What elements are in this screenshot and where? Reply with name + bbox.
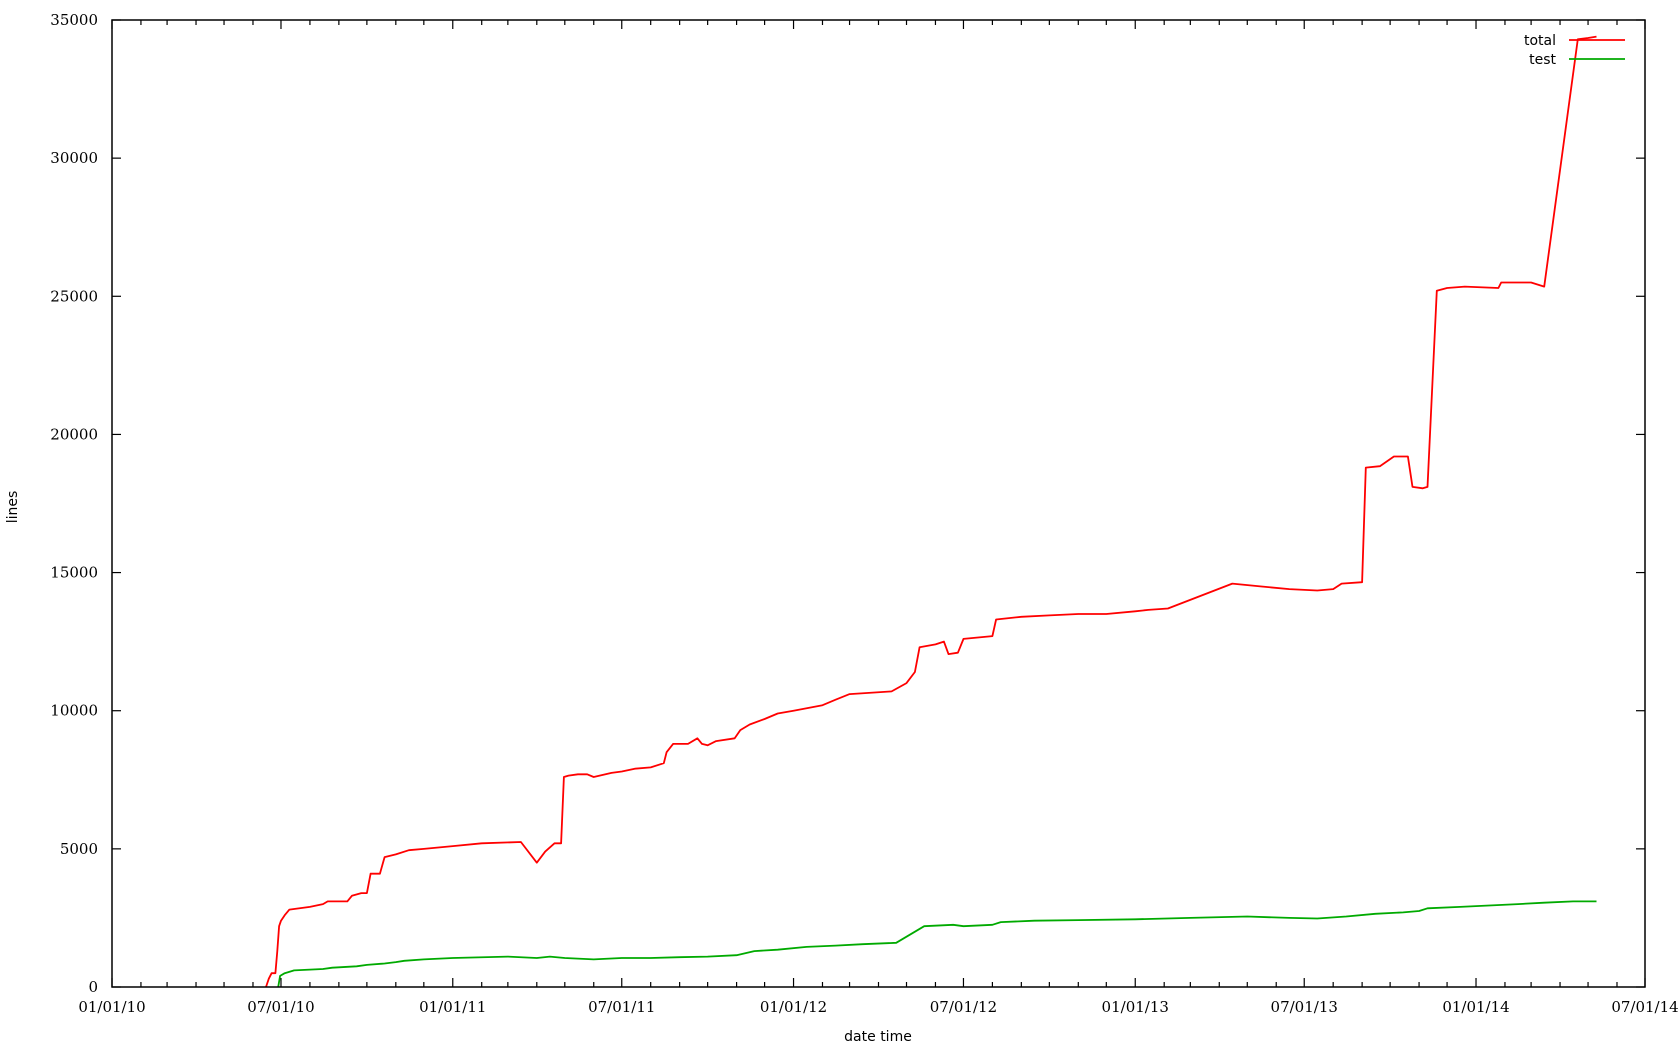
y-tick-labels: 0 5000 10000 15000 20000 25000 30000 35000 [50,11,98,996]
y-tick-label: 35000 [50,11,98,29]
legend: total test [1524,33,1625,68]
x-tick-label: 07/01/14 [1611,998,1678,1016]
x-tick-label: 01/01/10 [78,998,145,1016]
x-tick-label: 07/01/11 [588,998,655,1016]
y-tick-label: 0 [88,978,98,996]
y-tick-label: 25000 [50,287,98,305]
y-axis-title: lines [5,491,21,524]
x-tick-label: 01/01/11 [419,998,486,1016]
series-line-test [277,900,1597,988]
legend-label-total: total [1524,33,1556,49]
x-tick-label: 07/01/10 [247,998,314,1016]
y-tick-label: 15000 [50,564,98,582]
axis-ticks [111,19,1646,988]
x-tick-label: 01/01/14 [1442,998,1509,1016]
x-tick-label: 01/01/13 [1102,998,1169,1016]
x-tick-labels: 01/01/10 07/01/10 01/01/11 07/01/11 01/01/12… [78,998,1678,1016]
x-tick-label: 01/01/12 [760,998,827,1016]
plot-frame [111,19,1646,988]
y-tick-label: 30000 [50,149,98,167]
y-tick-label: 10000 [50,702,98,720]
y-tick-label: 5000 [60,840,98,858]
x-axis-title: date time [844,1029,912,1045]
series-lines [265,35,1597,988]
x-tick-label: 07/01/12 [930,998,997,1016]
x-tick-label: 07/01/13 [1271,998,1338,1016]
y-tick-label: 20000 [50,425,98,443]
series-line-total [265,35,1597,988]
legend-label-test: test [1529,52,1556,68]
